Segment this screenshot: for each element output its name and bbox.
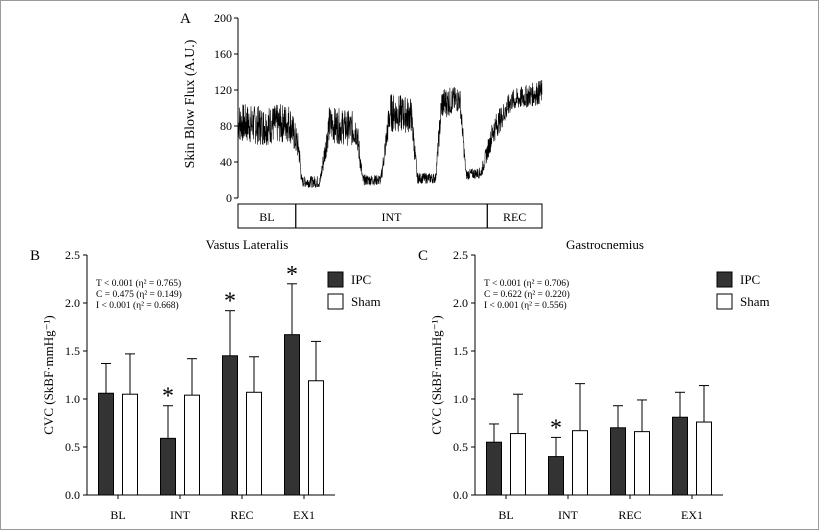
y-tick-label: 0.0 xyxy=(453,488,468,502)
y-tick-label: 2.5 xyxy=(65,248,80,262)
bar-ipc-bl xyxy=(98,392,114,496)
phase-label-int: INT xyxy=(382,210,403,224)
y-tick-label: 0.0 xyxy=(65,488,80,502)
legend-label-ipc: IPC xyxy=(740,272,760,287)
x-tick-label: BL xyxy=(498,508,513,522)
y-tick-label: 1.0 xyxy=(65,392,80,406)
phase-segments: BL INT REC xyxy=(237,203,543,229)
panel-b-plot: 0.0 0.5 1.0 1.5 2.0 2.5 BL * INT * REC * EX1 T < 0.00… xyxy=(65,248,381,522)
significance-marker: * xyxy=(162,384,174,410)
phase-label-rec: REC xyxy=(503,210,526,224)
panel-a-y-tick-label: 80 xyxy=(220,119,232,133)
panel-b: B Vastus Lateralis CVC (SkBF·mmHg⁻¹) 0.0… xyxy=(30,237,381,522)
legend-swatch-sham xyxy=(716,293,733,310)
bar-ipc-ex1 xyxy=(672,416,688,496)
phase-label-bl: BL xyxy=(259,210,274,224)
bar-ipc-bl xyxy=(486,441,502,496)
panel-a-y-tick-label: 40 xyxy=(220,155,232,169)
stats-line: T < 0.001 (η² = 0.706) xyxy=(484,278,569,289)
bar-sham-ex1 xyxy=(308,380,324,496)
legend-swatch-ipc xyxy=(716,271,733,288)
panel-c: C Gastrocnemius CVC (SkBF·mmHg⁻¹) 0.0 0.5… xyxy=(418,237,770,522)
skin-flux-trace xyxy=(237,79,543,188)
stats-line: C = 0.475 (η² = 0.149) xyxy=(96,289,182,300)
stats-line: T < 0.001 (η² = 0.765) xyxy=(96,278,181,289)
panel-a-axes: 0 40 80 120 160 200 xyxy=(214,11,239,205)
bar-sham-int xyxy=(184,394,200,496)
panel-a-letter: A xyxy=(180,11,191,27)
x-tick-label: REC xyxy=(230,508,253,522)
y-tick-label: 1.5 xyxy=(65,344,80,358)
x-tick-label: INT xyxy=(170,508,191,522)
legend-swatch-ipc xyxy=(327,271,344,288)
panel-c-y-axis-label: CVC (SkBF·mmHg⁻¹) xyxy=(429,315,444,434)
phase-box-rec xyxy=(486,203,543,229)
significance-marker: * xyxy=(286,262,298,288)
bar-ipc-rec xyxy=(222,355,238,496)
stats-line: C = 0.622 (η² = 0.220) xyxy=(484,289,570,300)
panel-a-y-tick-label: 160 xyxy=(214,47,232,61)
x-tick-label: BL xyxy=(110,508,125,522)
legend-swatch-sham xyxy=(327,293,344,310)
significance-marker: * xyxy=(550,415,562,441)
bar-ipc-rec xyxy=(610,427,626,496)
panel-c-letter: C xyxy=(418,248,428,264)
panel-b-y-axis-label: CVC (SkBF·mmHg⁻¹) xyxy=(41,315,56,434)
bar-ipc-int xyxy=(160,437,176,496)
significance-marker: * xyxy=(224,289,236,315)
legend-label-sham: Sham xyxy=(351,294,381,309)
bar-sham-bl xyxy=(122,393,138,496)
bar-sham-rec xyxy=(634,431,650,496)
bar-ipc-ex1 xyxy=(284,334,300,496)
panel-a-y-tick-label: 200 xyxy=(214,11,232,25)
panel-a-y-tick-label: 120 xyxy=(214,83,232,97)
bar-sham-ex1 xyxy=(696,421,712,496)
x-tick-label: EX1 xyxy=(293,508,315,522)
x-tick-label: EX1 xyxy=(681,508,703,522)
panel-b-letter: B xyxy=(30,248,40,264)
bar-ipc-int xyxy=(548,456,564,496)
legend-label-sham: Sham xyxy=(740,294,770,309)
x-tick-label: INT xyxy=(558,508,579,522)
bar-sham-rec xyxy=(246,391,262,496)
bar-sham-int xyxy=(572,430,588,496)
stats-line: I < 0.001 (η² = 0.668) xyxy=(96,300,179,311)
panel-a-y-axis-label: Skin Blow Flux (A.U.) xyxy=(183,39,198,168)
y-tick-label: 1.0 xyxy=(453,392,468,406)
legend-label-ipc: IPC xyxy=(351,272,371,287)
y-tick-label: 1.5 xyxy=(453,344,468,358)
bar-sham-bl xyxy=(510,433,526,496)
y-tick-label: 0.5 xyxy=(453,440,468,454)
panel-a-y-tick-label: 0 xyxy=(226,191,232,205)
y-tick-label: 2.5 xyxy=(453,248,468,262)
y-tick-label: 0.5 xyxy=(65,440,80,454)
stats-line: I < 0.001 (η² = 0.556) xyxy=(484,300,567,311)
x-tick-label: REC xyxy=(618,508,641,522)
panel-c-title: Gastrocnemius xyxy=(566,237,644,252)
y-tick-label: 2.0 xyxy=(453,296,468,310)
panel-c-plot: 0.0 0.5 1.0 1.5 2.0 2.5 BL * INT REC EX1 T < 0.001 … xyxy=(453,248,770,522)
panel-b-title: Vastus Lateralis xyxy=(206,237,289,252)
y-tick-label: 2.0 xyxy=(65,296,80,310)
panel-a: A Skin Blow Flux (A.U.) 0 40 80 120 160 200 B… xyxy=(180,11,543,229)
